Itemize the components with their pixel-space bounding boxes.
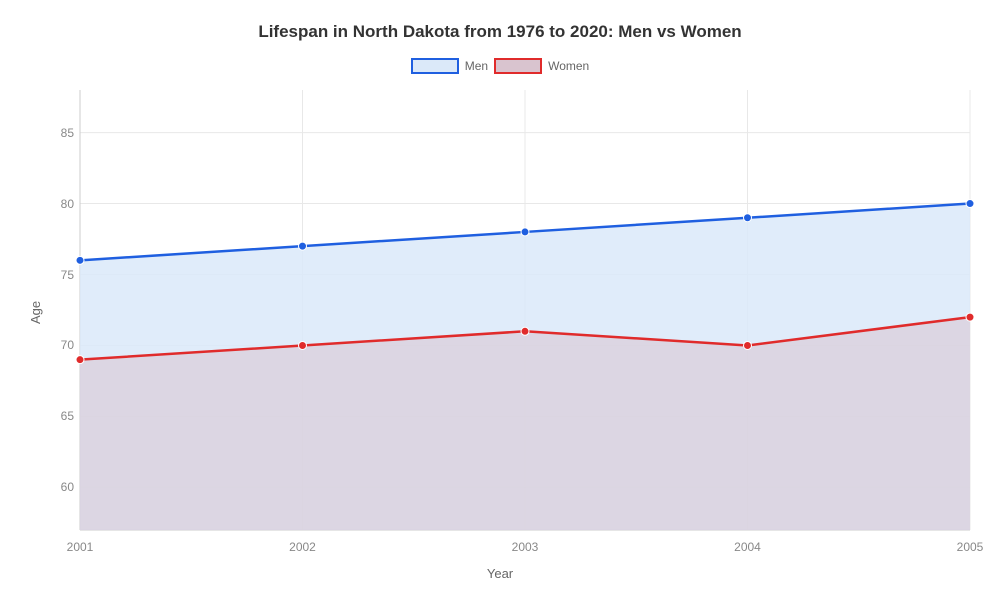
x-tick-label: 2001 [67, 540, 94, 554]
x-axis-label: Year [0, 566, 1000, 581]
y-tick-label: 80 [50, 197, 74, 211]
y-tick-label: 70 [50, 338, 74, 352]
plot-area [0, 0, 1000, 600]
x-tick-label: 2004 [734, 540, 761, 554]
x-tick-label: 2005 [957, 540, 984, 554]
y-tick-label: 60 [50, 480, 74, 494]
y-tick-label: 75 [50, 268, 74, 282]
y-axis-label: Age [28, 301, 43, 324]
y-tick-label: 65 [50, 409, 74, 423]
chart-container: Lifespan in North Dakota from 1976 to 20… [0, 0, 1000, 600]
y-tick-label: 85 [50, 126, 74, 140]
x-tick-label: 2002 [289, 540, 316, 554]
x-tick-label: 2003 [512, 540, 539, 554]
